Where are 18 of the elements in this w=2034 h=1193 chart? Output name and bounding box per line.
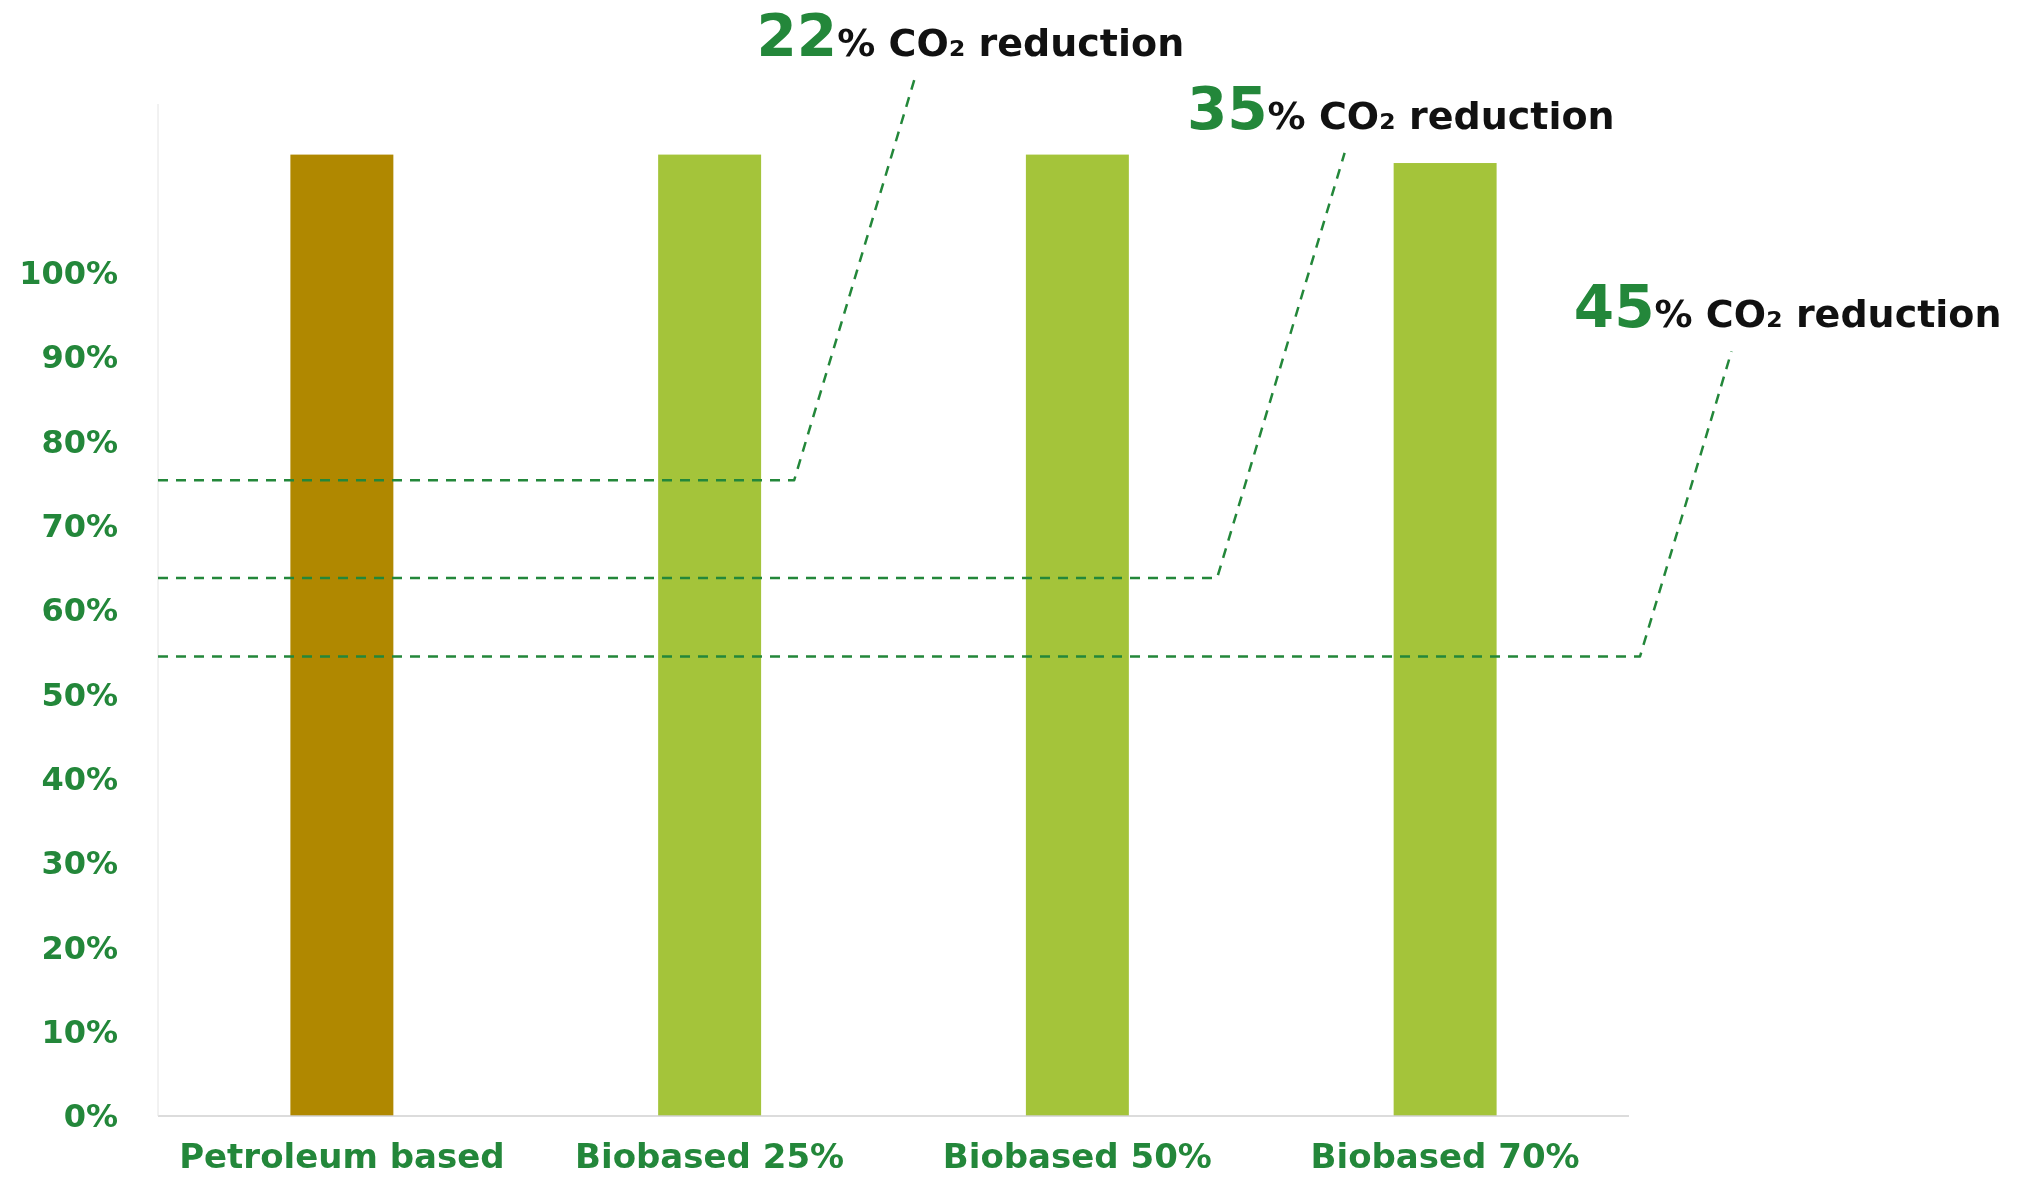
- y-tick-label: 20%: [41, 928, 118, 967]
- y-tick-label: 40%: [41, 759, 118, 798]
- y-tick-label: 60%: [41, 591, 118, 630]
- y-tick-label: 80%: [41, 422, 118, 461]
- x-tick-label: Petroleum based: [179, 1136, 505, 1176]
- y-tick-label: 100%: [19, 253, 118, 292]
- y-tick-label: 30%: [41, 844, 118, 883]
- ref-line-label: 35% CO₂ reduction: [1186, 74, 1615, 143]
- y-tick-label: 50%: [41, 675, 118, 714]
- ref-line-label: 45% CO₂ reduction: [1573, 273, 2002, 342]
- y-tick-label: 10%: [41, 1012, 118, 1051]
- y-tick-label: 70%: [41, 506, 118, 545]
- x-tick-label: Biobased 70%: [1310, 1136, 1580, 1176]
- y-tick-label: 0%: [63, 1097, 118, 1136]
- y-tick-label: 90%: [41, 338, 118, 377]
- ref-line-label: 22% CO₂ reduction: [756, 2, 1185, 71]
- x-tick-label: Biobased 50%: [942, 1136, 1212, 1176]
- x-tick-label: Biobased 25%: [575, 1136, 845, 1176]
